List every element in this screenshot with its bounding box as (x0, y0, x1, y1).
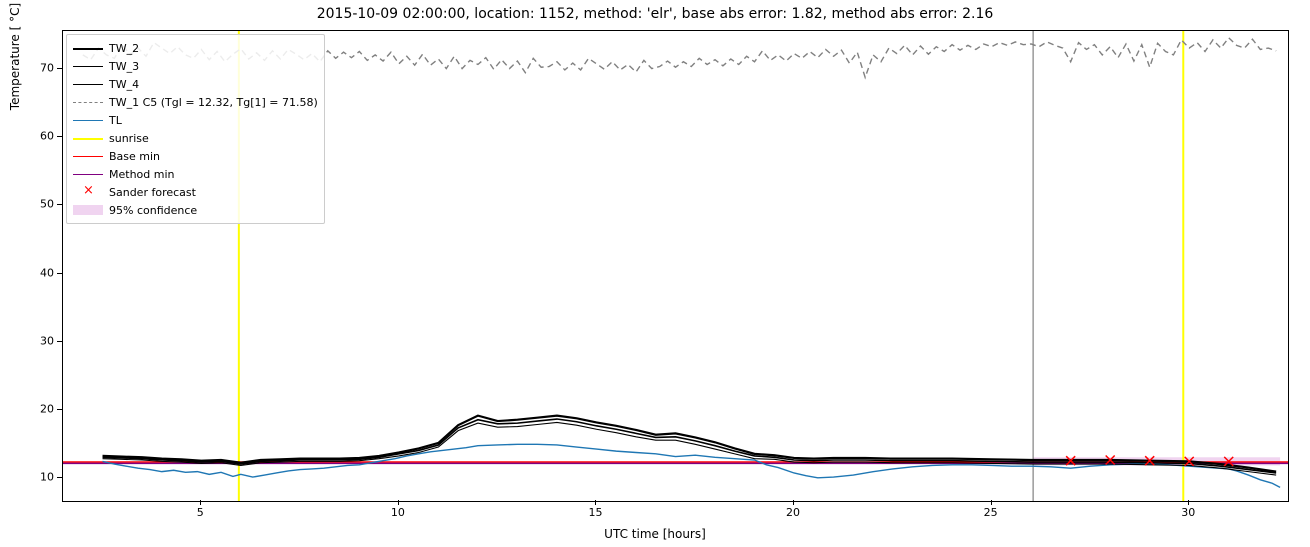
y-tick-label: 10 (24, 471, 54, 484)
legend-swatch (73, 149, 103, 163)
x-axis-label: UTC time [hours] (0, 527, 1310, 541)
legend: TW_2 TW_3 TW_4 TW_1 C5 (Tgl = 12.32, Tg[1] … (66, 34, 325, 224)
legend-swatch (73, 41, 103, 55)
legend-label: TW_1 C5 (Tgl = 12.32, Tg[1] = 71.58) (109, 96, 318, 109)
x-tick-mark (991, 500, 992, 505)
legend-swatch (73, 59, 103, 73)
legend-swatch (73, 77, 103, 91)
y-tick-mark (57, 136, 62, 137)
y-tick-label: 40 (24, 266, 54, 279)
legend-entry: Method min (73, 165, 318, 183)
y-tick-label: 50 (24, 198, 54, 211)
legend-label: Method min (109, 168, 175, 181)
x-tick-mark (595, 500, 596, 505)
y-tick-mark (57, 409, 62, 410)
chart-title: 2015-10-09 02:00:00, location: 1152, met… (0, 6, 1310, 22)
x-tick-mark (398, 500, 399, 505)
y-tick-label: 70 (24, 61, 54, 74)
x-tick-label: 5 (197, 506, 204, 519)
legend-swatch: × (73, 185, 103, 199)
legend-entry: TW_1 C5 (Tgl = 12.32, Tg[1] = 71.58) (73, 93, 318, 111)
x-tick-mark (1188, 500, 1189, 505)
legend-entry: TW_3 (73, 57, 318, 75)
y-tick-mark (57, 68, 62, 69)
y-tick-mark (57, 341, 62, 342)
y-tick-mark (57, 477, 62, 478)
legend-swatch (73, 95, 103, 109)
legend-label: TW_4 (109, 78, 139, 91)
legend-swatch (73, 167, 103, 181)
x-tick-mark (793, 500, 794, 505)
legend-entry: TW_4 (73, 75, 318, 93)
legend-entry: 95% confidence (73, 201, 318, 219)
legend-swatch (73, 113, 103, 127)
legend-label: sunrise (109, 132, 149, 145)
y-tick-mark (57, 273, 62, 274)
legend-label: Sander forecast (109, 186, 196, 199)
series-TL (103, 444, 1281, 487)
x-tick-label: 10 (391, 506, 405, 519)
x-tick-label: 30 (1181, 506, 1195, 519)
legend-swatch (73, 131, 103, 145)
y-tick-label: 30 (24, 334, 54, 347)
legend-label: TL (109, 114, 122, 127)
figure: 2015-10-09 02:00:00, location: 1152, met… (0, 0, 1310, 547)
legend-label: TW_3 (109, 60, 139, 73)
legend-entry: Base min (73, 147, 318, 165)
legend-entry: sunrise (73, 129, 318, 147)
y-axis-label: Temperature [ °C] (8, 0, 22, 330)
legend-entry: TL (73, 111, 318, 129)
y-tick-label: 60 (24, 129, 54, 142)
x-tick-label: 15 (588, 506, 602, 519)
y-tick-mark (57, 204, 62, 205)
series-TW_4 (103, 422, 1277, 475)
legend-label: 95% confidence (109, 204, 197, 217)
legend-label: TW_2 (109, 42, 139, 55)
x-tick-label: 20 (786, 506, 800, 519)
legend-entry: × Sander forecast (73, 183, 318, 201)
x-tick-label: 25 (984, 506, 998, 519)
legend-label: Base min (109, 150, 160, 163)
legend-swatch (73, 203, 103, 217)
x-tick-mark (200, 500, 201, 505)
legend-entry: TW_2 (73, 39, 318, 57)
y-tick-label: 20 (24, 403, 54, 416)
